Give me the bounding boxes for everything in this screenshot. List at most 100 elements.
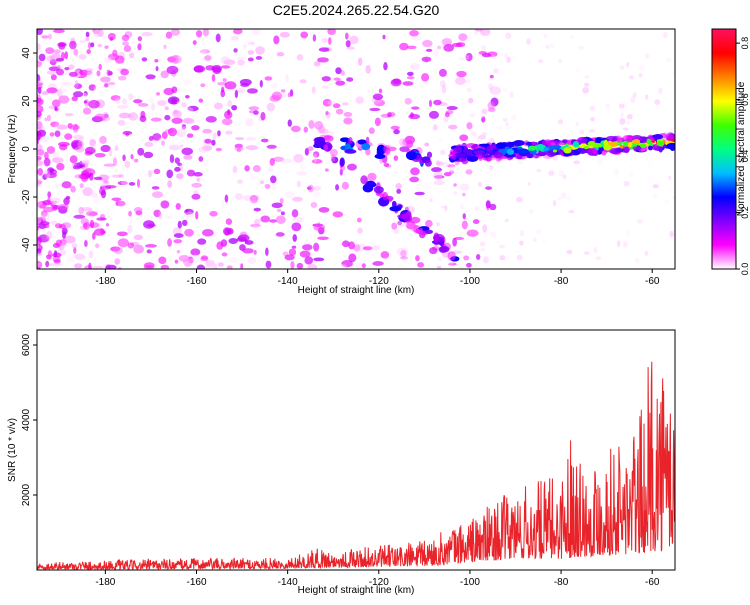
heatmap-cell (479, 241, 486, 247)
heatmap-cell (137, 36, 143, 42)
heatmap-cell (552, 155, 558, 161)
heatmap-cell (429, 124, 436, 132)
heatmap-cell (37, 60, 42, 68)
heatmap-cell (37, 97, 44, 106)
heatmap-cell (186, 133, 194, 138)
heatmap-cell (47, 197, 51, 205)
heatmap-cell (166, 215, 172, 220)
x-tick-label: -60 (645, 577, 660, 588)
heatmap-cell (292, 217, 296, 222)
heatmap-cell (209, 210, 218, 217)
heatmap-cell (205, 259, 215, 267)
heatmap-cell (184, 228, 194, 237)
heatmap-cell (429, 198, 433, 203)
heatmap-cell (292, 196, 303, 202)
heatmap-cell (287, 92, 291, 98)
heatmap-cell (499, 244, 505, 249)
heatmap-cell (687, 119, 694, 126)
heatmap-cell (300, 31, 309, 39)
heatmap-cell (565, 195, 572, 202)
heatmap-cell (348, 241, 355, 250)
heatmap-cell (625, 121, 631, 125)
heatmap-cell (388, 112, 396, 117)
heatmap-cell (137, 43, 142, 51)
heatmap-cell (69, 155, 78, 164)
y-tick-label: 4000 (21, 408, 32, 431)
colorbar-gradient (712, 29, 736, 269)
heatmap-cell (195, 30, 203, 38)
heatmap-cell (480, 44, 487, 51)
heatmap-cell (616, 240, 621, 248)
heatmap-cell (490, 231, 497, 238)
heatmap-cell (391, 222, 398, 230)
heatmap-cell (114, 258, 121, 265)
heatmap-cell (53, 29, 65, 34)
heatmap-cell (312, 34, 317, 42)
heatmap-cell (346, 77, 354, 82)
heatmap-cell (425, 51, 432, 56)
heatmap-cell (279, 31, 290, 38)
heatmap-cell (645, 94, 649, 100)
heatmap-cell (482, 224, 488, 233)
heatmap-cell (156, 178, 167, 183)
colorbar-tick-label: 0.8 (740, 37, 750, 50)
heatmap-cell (472, 219, 480, 225)
heatmap-cell (372, 93, 384, 101)
heatmap-cell (181, 147, 193, 156)
heatmap-cell (160, 70, 169, 79)
heatmap-x-axis-label: Height of straight line (km) (298, 285, 415, 296)
heatmap-cell (53, 259, 61, 264)
heatmap-cell (296, 217, 304, 223)
heatmap-cell (443, 43, 455, 52)
heatmap-cell (221, 252, 228, 257)
heatmap-cell (313, 242, 320, 252)
heatmap-cell (37, 179, 43, 185)
heatmap-cell (70, 139, 83, 149)
heatmap-cell (399, 146, 410, 153)
heatmap-cell (482, 256, 489, 264)
heatmap-cell (163, 87, 175, 96)
heatmap-cell (447, 164, 456, 168)
heatmap-cell (235, 137, 245, 141)
heatmap-cell (475, 254, 481, 261)
heatmap-cell (239, 78, 252, 86)
heatmap-cell (466, 122, 473, 130)
heatmap-cell (332, 211, 344, 218)
heatmap-cell (622, 140, 629, 147)
heatmap-cell (40, 212, 50, 221)
heatmap-cell (260, 215, 271, 223)
heatmap-cell (454, 152, 465, 159)
heatmap-cell (118, 174, 124, 178)
heatmap-cell (51, 152, 60, 161)
heatmap-cell (43, 157, 51, 167)
heatmap-cell (193, 172, 203, 177)
heatmap-cell (57, 65, 61, 70)
heatmap-cell (365, 148, 371, 156)
heatmap-cell (141, 32, 153, 37)
heatmap-cell (452, 191, 458, 197)
heatmap-cell (603, 144, 612, 151)
heatmap-cell (476, 137, 483, 143)
heatmap-cell (205, 115, 217, 123)
heatmap-cell (185, 95, 190, 99)
heatmap-cell (361, 263, 366, 269)
heatmap-cell (664, 198, 670, 205)
heatmap-cell (61, 222, 72, 229)
heatmap-cell (466, 262, 472, 268)
heatmap-cell (576, 147, 583, 152)
heatmap-cell (275, 215, 286, 224)
heatmap-cell (478, 181, 483, 187)
heatmap-cell (37, 29, 43, 36)
heatmap-cell (107, 82, 116, 86)
heatmap-cell (232, 29, 243, 35)
heatmap-cell (164, 114, 171, 121)
heatmap-cell (191, 254, 201, 264)
heatmap-cell (117, 119, 126, 126)
heatmap-cell (588, 129, 596, 133)
heatmap-cell (236, 56, 247, 61)
heatmap-cell (409, 216, 421, 224)
x-tick-label: -120 (369, 577, 389, 588)
heatmap-cell (663, 31, 668, 39)
heatmap-cell (197, 178, 206, 184)
heatmap-cell (391, 200, 397, 208)
